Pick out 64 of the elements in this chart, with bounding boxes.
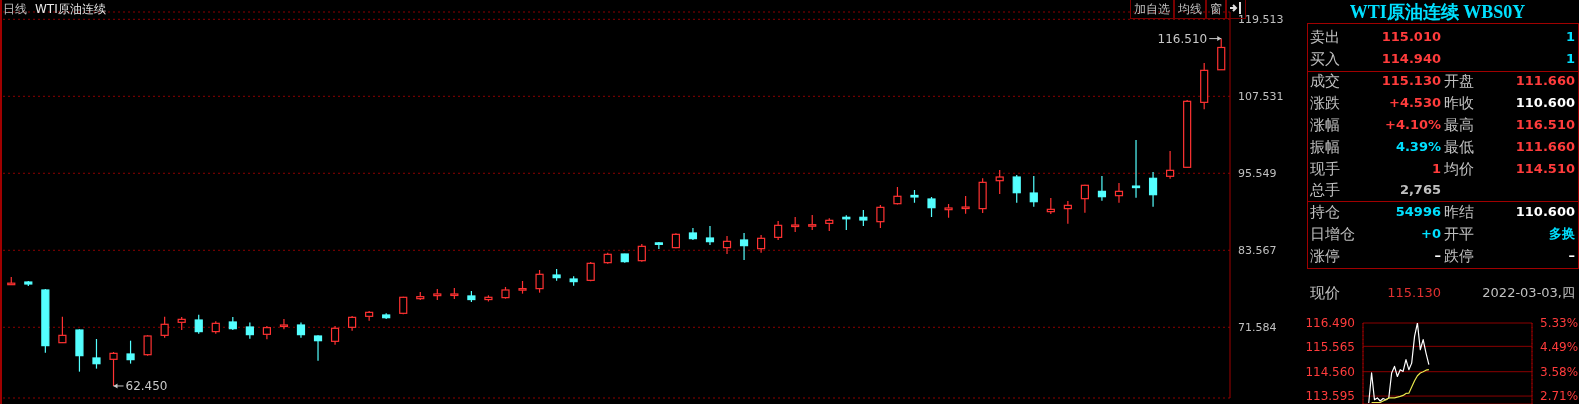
text: 111.660 — [1515, 72, 1575, 90]
y-tick-label: 95.549 — [1238, 167, 1277, 181]
text: 持仓 — [1310, 202, 1340, 222]
text: 开平 — [1444, 224, 1474, 244]
text: 115.130 — [1381, 72, 1441, 90]
annotation: 116.510 — [1157, 31, 1208, 46]
text: 涨跌 — [1310, 93, 1340, 113]
text: 涨停 — [1310, 246, 1340, 266]
text: 115.130 — [1387, 284, 1441, 302]
text: 总手 — [1310, 180, 1340, 200]
text: 最低 — [1444, 137, 1474, 157]
text: 跌停 — [1444, 246, 1474, 266]
text: 昨结 — [1444, 202, 1474, 222]
text: 卖出 — [1310, 27, 1340, 47]
y2-tick-label: 5.33% — [1540, 316, 1579, 331]
text: 1 — [1565, 50, 1575, 68]
text: 114.510 — [1515, 160, 1575, 178]
text: 116.510 — [1515, 116, 1575, 134]
text: 涨幅 — [1310, 115, 1340, 135]
y2-tick-label: 2.71% — [1540, 389, 1579, 404]
text: 2022-03-03,四 — [1482, 284, 1575, 302]
text: 110.600 — [1515, 94, 1575, 112]
text: +4.10% — [1385, 116, 1441, 134]
y-tick-label: 119.513 — [1238, 13, 1284, 27]
text: 1 — [1431, 160, 1441, 178]
text: WTI原油连续 WBS0Y — [1348, 1, 1527, 24]
text: 54996 — [1395, 203, 1441, 221]
text: 1 — [1565, 28, 1575, 46]
text: 2,765 — [1399, 181, 1441, 199]
text: 110.600 — [1515, 203, 1575, 221]
annotation: 日线 — [3, 2, 27, 16]
y-tick-label: 83.567 — [1238, 244, 1277, 258]
annotation: 窗 — [1206, 0, 1226, 19]
text: +4.530 — [1388, 94, 1441, 112]
y-tick-label: 115.565 — [1305, 339, 1355, 354]
text: 现价 — [1310, 283, 1340, 303]
text: 成交 — [1310, 71, 1340, 91]
y2-tick-label: 3.58% — [1540, 364, 1579, 379]
y-tick-label: 71.584 — [1238, 321, 1277, 335]
annotation: 均线 — [1174, 0, 1206, 19]
text: 多换 — [1549, 225, 1575, 243]
text: – — [1434, 247, 1441, 265]
text: 4.39% — [1395, 138, 1441, 156]
text: 114.940 — [1381, 50, 1441, 68]
y-tick-label: 107.531 — [1238, 90, 1284, 104]
text: +0 — [1421, 225, 1441, 243]
text: 昨收 — [1444, 93, 1474, 113]
text: – — [1568, 247, 1575, 265]
text: 买入 — [1310, 49, 1340, 69]
y-tick-label: 113.595 — [1305, 389, 1355, 404]
text: 最高 — [1444, 115, 1474, 135]
text: 开盘 — [1444, 71, 1474, 91]
y2-tick-label: 4.49% — [1540, 339, 1579, 354]
text: 111.660 — [1515, 138, 1575, 156]
text: 均价 — [1444, 159, 1474, 179]
y-tick-label: 114.560 — [1305, 364, 1355, 379]
y-tick-label: 116.490 — [1305, 316, 1355, 331]
text: 现手 — [1310, 159, 1340, 179]
chart-title: WTI原油连续 — [35, 2, 106, 16]
text: 振幅 — [1310, 137, 1340, 157]
annotation: 62.450 — [125, 378, 168, 393]
text: 115.010 — [1381, 28, 1441, 46]
annotation: 加自选 — [1130, 0, 1174, 19]
text: 日增仓 — [1310, 224, 1355, 244]
